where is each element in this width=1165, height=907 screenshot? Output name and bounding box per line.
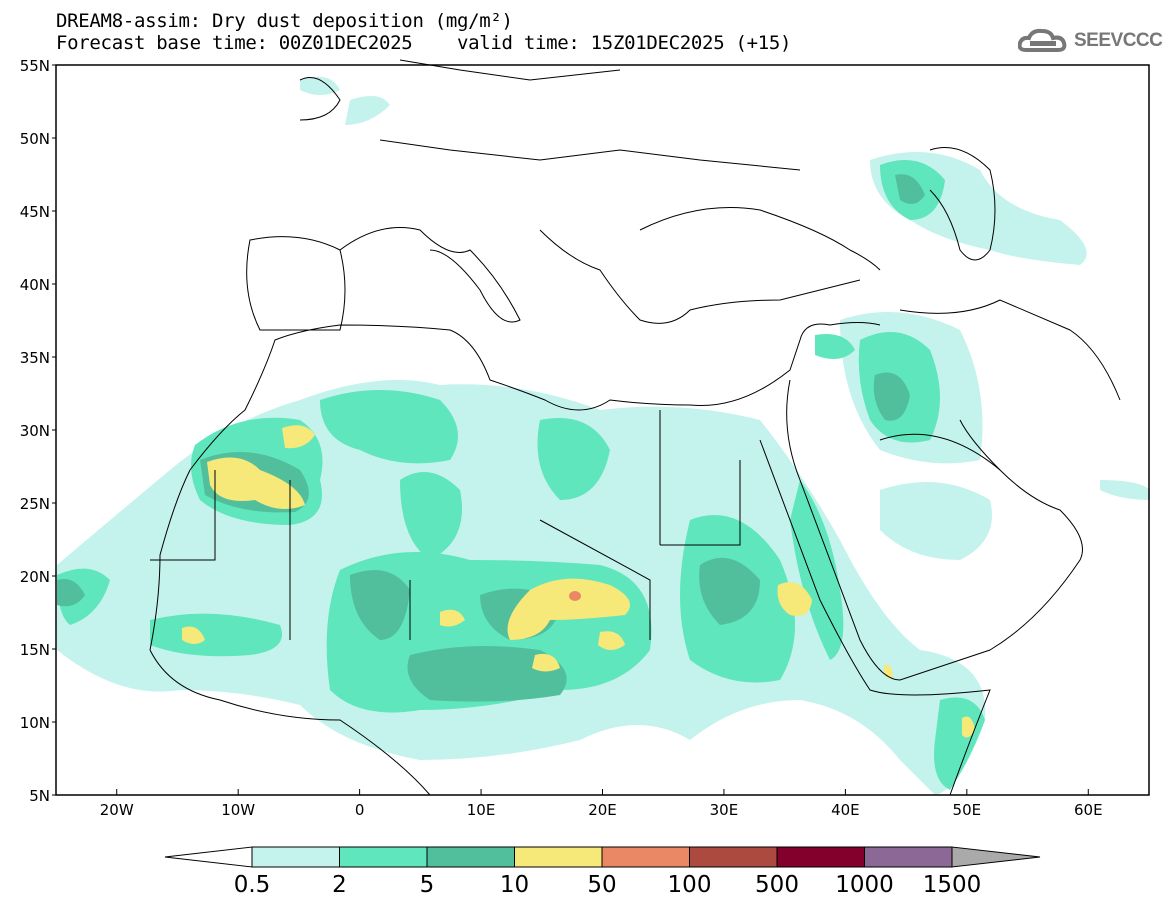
lat-tick-label: 30N (20, 422, 50, 440)
lat-tick-label: 50N (20, 130, 50, 148)
lat-tick-label: 35N (20, 349, 50, 367)
colorbar-swatch (251, 846, 340, 868)
lon-tick-label: 10W (221, 801, 255, 819)
colorbar-swatch (601, 846, 690, 868)
colorbar-swatch (689, 846, 778, 868)
colorbar-label: 500 (755, 872, 799, 898)
lon-tick-label: 10E (467, 801, 496, 819)
lon-tick-label: 30E (710, 801, 739, 819)
longitude-axis: 20W 10W 0 10E 20E 30E 40E 50E 60E (100, 789, 1103, 819)
forecast-times: Forecast base time: 00Z01DEC2025 valid t… (56, 32, 792, 54)
dust-level-10-50 (182, 425, 975, 738)
colorbar-label: 1500 (923, 872, 982, 898)
lon-tick-label: 20E (588, 801, 617, 819)
colorbar-label: 10 (500, 872, 529, 898)
lat-tick-label: 55N (20, 57, 50, 75)
dust-level-50-100 (569, 591, 581, 601)
lat-tick-label: 45N (20, 203, 50, 221)
colorbar-label: 5 (420, 872, 435, 898)
cloud-icon (1018, 28, 1067, 52)
colorbar-label: 0.5 (234, 872, 271, 898)
lon-tick-label: 50E (953, 801, 982, 819)
map-title: DREAM8-assim: Dry dust deposition (mg/m²… (56, 10, 513, 32)
lon-tick-label: 40E (831, 801, 860, 819)
seevccc-logo: SEEVCCC (1018, 28, 1163, 54)
lon-tick-label: 60E (1074, 801, 1103, 819)
lat-tick-label: 40N (20, 276, 50, 294)
colorbar-over-triangle (951, 846, 1041, 868)
lon-tick-label: 20W (100, 801, 134, 819)
logo-text: SEEVCCC (1074, 30, 1163, 51)
colorbar-label: 1000 (835, 872, 894, 898)
lat-tick-label: 15N (20, 641, 50, 659)
colorbar-swatch (339, 846, 428, 868)
colorbar-swatch (776, 846, 865, 868)
lat-tick-label: 10N (20, 714, 50, 732)
coastlines-and-borders (149, 59, 1121, 796)
lat-tick-label: 5N (29, 787, 50, 805)
colorbar-swatch (864, 846, 953, 868)
lat-tick-label: 20N (20, 568, 50, 586)
lon-tick-label: 0 (355, 801, 365, 819)
colorbar-label: 50 (587, 872, 616, 898)
lat-tick-label: 25N (20, 495, 50, 513)
latitude-axis: 55N 50N 45N 40N 35N 30N 25N 20N 15N 10N 5N (20, 57, 56, 805)
colorbar: 0.5 2 5 10 50 100 500 1000 1500 (164, 846, 1041, 898)
colorbar-swatch (426, 846, 515, 868)
dust-deposition-field (57, 76, 1150, 795)
colorbar-swatch (514, 846, 603, 868)
colorbar-label: 100 (668, 872, 712, 898)
colorbar-label: 2 (332, 872, 347, 898)
colorbar-under-triangle (164, 846, 253, 868)
